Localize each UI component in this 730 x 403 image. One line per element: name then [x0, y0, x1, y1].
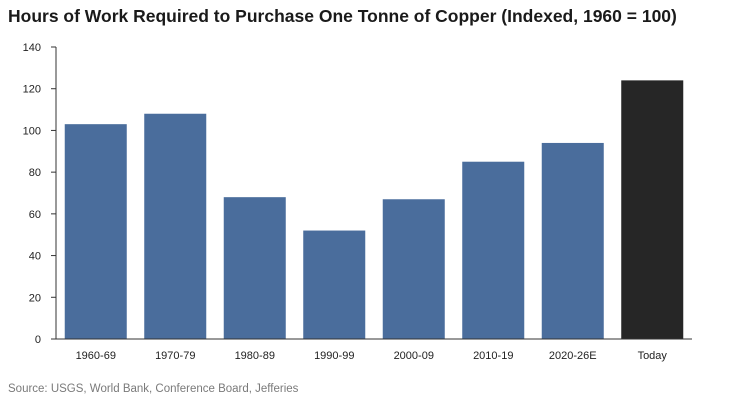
- bar-chart: 0 20 40 60 80 100 120 140 1960-69 1970-79 1980-89…: [23, 42, 692, 362]
- bar-2000-09: [382, 199, 445, 339]
- y-tick-label: 100: [23, 125, 41, 137]
- x-tick-label: 2010-19: [473, 350, 513, 362]
- y-axis: 0 20 40 60 80 100 120 140: [23, 42, 57, 346]
- y-tick-label: 40: [29, 251, 41, 263]
- bars: [64, 80, 684, 340]
- bar-1970-79: [144, 113, 207, 339]
- x-tick-label: 1970-79: [155, 350, 195, 362]
- y-tick-label: 0: [35, 334, 41, 346]
- y-tick-label: 60: [29, 209, 41, 221]
- source-note: Source: USGS, World Bank, Conference Boa…: [8, 383, 299, 395]
- bar-2020-26e: [541, 142, 604, 339]
- bar-today: [621, 80, 684, 339]
- x-tick-label: 1990-99: [314, 350, 354, 362]
- bar-1990-99: [303, 230, 366, 339]
- bar-2010-19: [462, 161, 525, 339]
- bar-1980-89: [223, 197, 286, 339]
- y-tick-label: 140: [23, 42, 41, 54]
- y-tick-label: 120: [23, 84, 41, 96]
- y-tick-label: 20: [29, 292, 41, 304]
- x-tick-label: 2000-09: [394, 350, 434, 362]
- bar-1960-69: [64, 124, 127, 340]
- chart-title: Hours of Work Required to Purchase One T…: [8, 6, 677, 26]
- x-axis: 1960-69 1970-79 1980-89 1990-99 2000-09 2010-…: [56, 338, 692, 362]
- x-tick-label: Today: [638, 350, 668, 362]
- y-tick-label: 80: [29, 167, 41, 179]
- x-tick-label: 2020-26E: [549, 350, 597, 362]
- x-tick-label: 1980-89: [235, 350, 275, 362]
- x-tick-label: 1960-69: [76, 350, 116, 362]
